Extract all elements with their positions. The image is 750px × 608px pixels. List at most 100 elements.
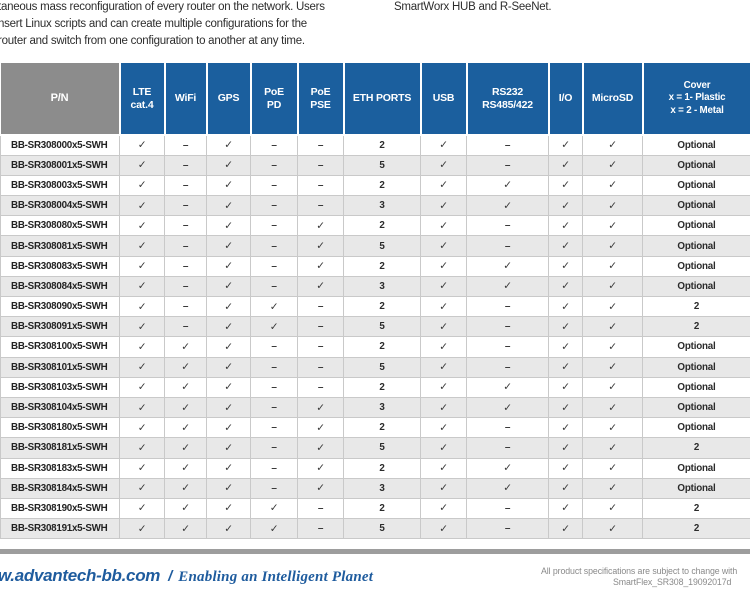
spec-cell-eth: 2 (343, 295, 421, 318)
spec-cell-io: ✓ (548, 154, 583, 176)
spec-cell-cover: Optional (642, 376, 750, 398)
spec-cell-poe-pd: – (250, 417, 298, 439)
spec-cell-io: ✓ (548, 396, 583, 419)
spec-table-body: BB-SR308000x5-SWH ✓ – ✓ – –2 ✓ – ✓ ✓ Optional BB-SR… (0, 134, 750, 540)
spec-cell-microsd: ✓ (582, 255, 643, 277)
spec-table: P/N LTE cat.4 WiFi GPS PoE PD PoE PSE ETH PORT… (0, 63, 750, 540)
table-row: BB-SR308100x5-SWH ✓ ✓ ✓ – –2 ✓ – ✓ ✓ Optional (0, 336, 750, 358)
spec-cell-lte: ✓ (119, 134, 165, 156)
spec-cell-cover: Optional (642, 356, 750, 378)
spec-cell-gps: ✓ (206, 437, 251, 459)
spec-cell-poe-pse: – (297, 336, 344, 358)
spec-cell-rs: – (466, 336, 549, 358)
spec-cell-poe-pd: – (250, 356, 298, 378)
spec-cell-cover: 2 (642, 295, 750, 318)
spec-cell-eth: 2 (343, 174, 421, 197)
part-number-cell: BB-SR308090x5-SWH (0, 295, 120, 318)
spec-cell-gps: ✓ (206, 376, 251, 398)
spec-cell-usb: ✓ (420, 316, 467, 338)
spec-cell-poe-pd: – (250, 235, 298, 257)
spec-cell-usb: ✓ (420, 295, 467, 318)
spec-cell-cover: Optional (642, 255, 750, 277)
spec-cell-poe-pse: ✓ (297, 215, 344, 237)
part-number-cell: BB-SR308083x5-SWH (0, 255, 120, 277)
spec-cell-usb: ✓ (420, 457, 467, 479)
spec-cell-usb: ✓ (420, 396, 467, 419)
column-header-eth: ETH PORTS (342, 63, 422, 136)
spec-cell-io: ✓ (548, 417, 583, 439)
spec-cell-poe-pse: – (297, 195, 344, 217)
spec-cell-microsd: ✓ (582, 518, 643, 540)
spec-cell-poe-pse: – (297, 134, 344, 156)
spec-cell-lte: ✓ (119, 376, 165, 398)
spec-cell-lte: ✓ (119, 275, 165, 298)
part-number-cell: BB-SR308081x5-SWH (0, 235, 120, 257)
spec-cell-usb: ✓ (420, 497, 467, 520)
spec-cell-microsd: ✓ (582, 174, 643, 197)
spec-cell-cover: Optional (642, 134, 750, 156)
website-link: w.advantech-bb.com (0, 566, 161, 585)
spec-cell-gps: ✓ (206, 275, 251, 298)
spec-cell-io: ✓ (548, 356, 583, 378)
table-row: BB-SR308080x5-SWH ✓ – ✓ – ✓ 2 ✓ – ✓ ✓ Optional (0, 215, 750, 237)
column-header-poe-pd: PoE PD (249, 63, 299, 136)
spec-cell-eth: 2 (343, 134, 421, 156)
part-number-cell: BB-SR308184x5-SWH (0, 477, 120, 499)
spec-cell-poe-pse: – (297, 154, 344, 176)
table-row: BB-SR308184x5-SWH ✓ ✓ ✓ – ✓ 3 ✓ ✓ ✓ ✓ Optional (0, 477, 750, 499)
spec-cell-rs: – (466, 518, 549, 540)
table-row: BB-SR308103x5-SWH ✓ ✓ ✓ – –2 ✓ ✓ ✓ ✓ Optional (0, 376, 750, 398)
spec-cell-wifi: – (164, 275, 207, 298)
spec-cell-wifi: ✓ (164, 376, 207, 398)
spec-cell-eth: 3 (343, 477, 421, 499)
spec-cell-poe-pd: – (250, 195, 298, 217)
spec-cell-microsd: ✓ (582, 477, 643, 499)
spec-cell-gps: ✓ (206, 295, 251, 318)
spec-cell-lte: ✓ (119, 255, 165, 277)
spec-cell-io: ✓ (548, 215, 583, 237)
part-number-cell: BB-SR308181x5-SWH (0, 437, 120, 459)
spec-cell-poe-pse: ✓ (297, 457, 344, 479)
spec-cell-microsd: ✓ (582, 235, 643, 257)
spec-cell-poe-pd: – (250, 255, 298, 277)
spec-cell-lte: ✓ (119, 295, 165, 318)
intro-paragraph-left: taneous mass reconfiguration of every ro… (0, 0, 390, 51)
table-row: BB-SR308090x5-SWH ✓ – ✓ ✓ –2 ✓ – ✓ ✓ 2 (0, 295, 750, 318)
spec-cell-rs: – (466, 316, 549, 338)
spec-cell-poe-pd: – (250, 376, 298, 398)
spec-cell-microsd: ✓ (582, 497, 643, 520)
spec-cell-cover: Optional (642, 417, 750, 439)
footer-separator: / (168, 568, 173, 585)
spec-cell-eth: 2 (343, 376, 421, 398)
spec-cell-poe-pse: – (297, 295, 344, 318)
spec-cell-poe-pse: – (297, 376, 344, 398)
spec-cell-poe-pd: ✓ (250, 497, 298, 520)
spec-cell-io: ✓ (548, 437, 583, 459)
spec-cell-lte: ✓ (119, 336, 165, 358)
spec-cell-poe-pse: – (297, 497, 344, 520)
table-row: BB-SR308084x5-SWH ✓ – ✓ – ✓ 3 ✓ ✓ ✓ ✓ Optional (0, 275, 750, 298)
disclaimer-line-2: SmartFlex_SR308_19092017d (613, 577, 732, 587)
spec-cell-usb: ✓ (420, 195, 467, 217)
spec-cell-wifi: ✓ (164, 336, 207, 358)
spec-cell-cover: Optional (642, 215, 750, 237)
column-header-lte: LTE cat.4 (118, 63, 166, 136)
spec-cell-wifi: ✓ (164, 437, 207, 459)
footer-disclaimer: All product specifications are subject t… (541, 566, 750, 588)
spec-cell-eth: 3 (343, 396, 421, 419)
spec-cell-eth: 2 (343, 215, 421, 237)
spec-cell-cover: Optional (642, 154, 750, 176)
spec-cell-wifi: ✓ (164, 518, 207, 540)
spec-cell-lte: ✓ (119, 518, 165, 540)
table-row: BB-SR308101x5-SWH ✓ ✓ ✓ – –5 ✓ – ✓ ✓ Optional (0, 356, 750, 378)
spec-cell-io: ✓ (548, 497, 583, 520)
spec-cell-lte: ✓ (119, 174, 165, 197)
spec-cell-poe-pd: ✓ (250, 295, 298, 318)
spec-cell-poe-pd: – (250, 174, 298, 197)
spec-cell-io: ✓ (548, 518, 583, 540)
spec-cell-poe-pse: ✓ (297, 417, 344, 439)
spec-cell-cover: Optional (642, 174, 750, 197)
spec-cell-lte: ✓ (119, 417, 165, 439)
spec-cell-rs: – (466, 356, 549, 378)
spec-cell-eth: 5 (343, 518, 421, 540)
